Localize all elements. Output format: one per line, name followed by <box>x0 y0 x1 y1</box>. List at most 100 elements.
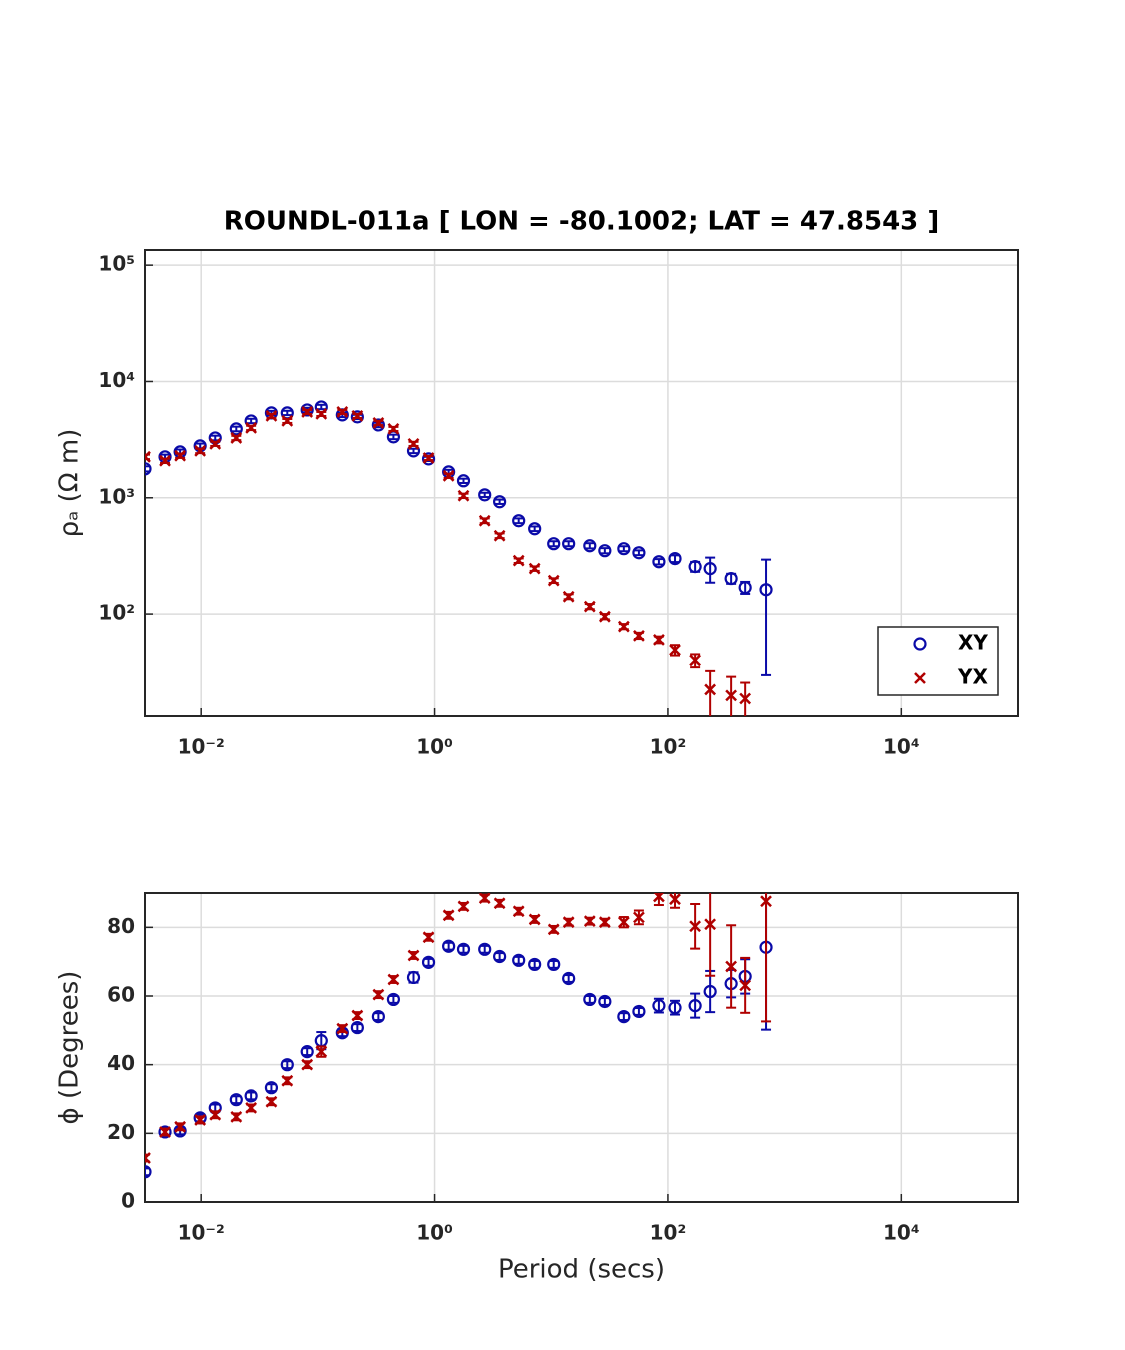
marker-circle <box>583 539 597 553</box>
marker-circle <box>598 994 612 1009</box>
marker-circle <box>562 537 576 551</box>
marker-circle <box>421 452 436 466</box>
marker-circle <box>478 488 492 502</box>
marker-x <box>457 900 470 913</box>
marker-circle <box>456 942 471 956</box>
marker-x <box>478 893 491 905</box>
marker-x <box>562 590 575 603</box>
x-tick-label: 10² <box>650 735 687 759</box>
marker-x <box>407 949 420 962</box>
marker-x <box>493 529 506 542</box>
marker-x <box>512 554 525 567</box>
marker-x <box>512 905 525 918</box>
marker-circle <box>547 957 561 972</box>
marker-x <box>669 893 681 906</box>
marker-x <box>760 895 772 908</box>
error-bar <box>653 558 664 566</box>
y-tick-label: 10² <box>98 601 135 625</box>
error-bar <box>282 409 293 417</box>
marker-x <box>387 423 400 435</box>
legend-marker <box>914 672 926 684</box>
marker-circle <box>703 562 717 576</box>
marker-x <box>159 454 171 467</box>
marker-circle <box>652 555 666 569</box>
marker-circle <box>158 1125 172 1139</box>
error-bar <box>458 477 469 484</box>
axes-box <box>144 892 1019 1203</box>
marker-circle <box>229 422 243 436</box>
x-axis-label: Period (secs) <box>498 1255 665 1285</box>
marker-x <box>653 634 665 646</box>
marker-circle <box>493 949 507 964</box>
error-bar <box>726 675 737 716</box>
marker-circle <box>738 580 752 595</box>
marker-x <box>265 409 278 422</box>
error-bar <box>599 547 610 555</box>
y-tick-label: 10⁵ <box>98 252 135 276</box>
axes-box <box>144 249 1019 717</box>
marker-circle <box>300 1045 314 1059</box>
y-axis-label: ρₐ (Ω m) <box>55 429 85 538</box>
marker-circle <box>421 955 436 969</box>
marker-x <box>230 432 243 444</box>
x-tick-label: 10⁴ <box>883 735 920 759</box>
data-layer <box>145 893 773 1179</box>
marker-x <box>547 923 560 936</box>
marker-circle <box>350 1020 364 1035</box>
error-bar <box>388 433 399 441</box>
marker-circle <box>456 474 471 488</box>
marker-circle <box>229 1093 243 1107</box>
error-bar <box>618 545 629 553</box>
marker-x <box>265 1095 278 1108</box>
marker-x <box>442 909 455 922</box>
y-tick-label: 40 <box>107 1051 135 1075</box>
legend-label: YX <box>957 665 988 689</box>
marker-x <box>478 514 491 527</box>
marker-x <box>422 931 435 944</box>
legend-marker <box>913 637 927 651</box>
marker-x <box>669 644 681 657</box>
marker-circle <box>528 522 542 536</box>
marker-x <box>547 574 560 587</box>
marker-x <box>689 920 702 933</box>
marker-circle <box>652 999 666 1013</box>
y-axis-label: ϕ (Degrees) <box>55 971 85 1125</box>
marker-x <box>633 911 645 924</box>
marker-circle <box>386 992 401 1007</box>
marker-circle <box>371 418 385 432</box>
marker-circle <box>244 1089 258 1103</box>
marker-x <box>372 988 385 1001</box>
marker-x <box>422 452 435 464</box>
error-bar <box>145 465 150 473</box>
marker-x <box>617 916 630 929</box>
legend-label: XY <box>958 631 988 655</box>
marker-circle <box>300 403 314 417</box>
marker-x <box>230 1110 243 1123</box>
y-tick-label: 10³ <box>98 484 135 508</box>
marker-x <box>245 421 258 434</box>
marker-x <box>725 689 738 702</box>
marker-circle <box>371 1009 385 1024</box>
error-bar <box>479 491 490 499</box>
marker-circle <box>703 984 717 999</box>
marker-x <box>457 489 470 502</box>
marker-circle <box>145 462 152 476</box>
marker-x <box>281 1074 294 1087</box>
error-bar <box>231 425 242 433</box>
error-bar <box>513 517 524 525</box>
marker-x <box>209 1108 222 1121</box>
marker-circle <box>668 1001 682 1015</box>
marker-x <box>245 1102 258 1114</box>
marker-x <box>562 916 575 929</box>
marker-circle <box>493 495 507 509</box>
marker-circle <box>512 514 526 528</box>
error-bar <box>705 556 716 584</box>
chart-title: ROUNDL-011a [ LON = -80.1002; LAT = 47.8… <box>224 207 939 237</box>
marker-circle <box>688 999 702 1013</box>
x-tick-label: 10⁰ <box>416 1221 453 1245</box>
marker-x <box>174 449 187 462</box>
marker-x <box>336 406 349 418</box>
error-bar <box>705 669 716 716</box>
marker-circle <box>547 537 561 551</box>
marker-circle <box>512 953 526 967</box>
